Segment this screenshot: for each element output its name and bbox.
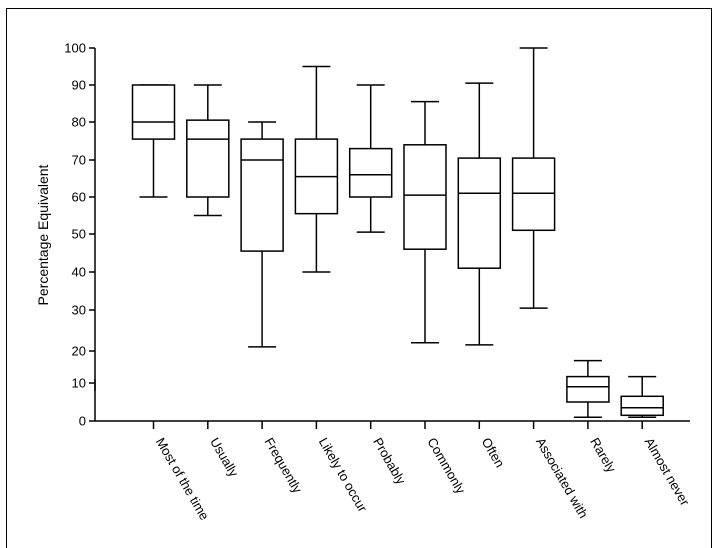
iqr-box xyxy=(186,119,230,198)
iqr-box xyxy=(457,157,502,269)
x-category-label: Often xyxy=(479,435,508,470)
box-7 xyxy=(457,82,502,346)
iqr-box xyxy=(566,375,610,403)
iqr-box xyxy=(403,144,447,250)
y-tick-label: 50 xyxy=(72,227,86,242)
y-tick-label: 60 xyxy=(72,190,86,205)
box-8 xyxy=(511,47,556,309)
iqr-box xyxy=(348,147,393,198)
box-1 xyxy=(131,84,176,198)
y-tick-label: 80 xyxy=(72,115,86,130)
box-series xyxy=(131,47,664,418)
x-category-label: Commonly xyxy=(424,435,468,497)
y-axis: 0 10 20 30 40 50 60 70 80 90 100 xyxy=(64,41,96,429)
iqr-box xyxy=(511,157,556,232)
y-tick-label: 40 xyxy=(72,265,86,280)
iqr-box xyxy=(240,138,284,252)
box-10 xyxy=(620,375,664,418)
y-tick-label: 20 xyxy=(72,344,86,359)
box-4 xyxy=(294,65,339,273)
y-tick-label: 10 xyxy=(72,376,86,391)
y-tick-label: 0 xyxy=(79,414,86,429)
x-category-label: Probably xyxy=(370,435,409,487)
box-5 xyxy=(348,84,393,233)
iqr-box xyxy=(131,84,176,140)
x-category-label: Almost never xyxy=(642,435,693,509)
x-category-label: Most of the time xyxy=(153,435,212,523)
iqr-box xyxy=(620,395,664,417)
y-axis-title: Percentage Equivalent xyxy=(35,164,51,305)
y-tick-label: 90 xyxy=(72,78,86,93)
box-9 xyxy=(566,359,610,418)
chart-frame xyxy=(6,8,712,548)
y-tick-label: 30 xyxy=(72,303,86,318)
x-category-label: Usually xyxy=(207,435,242,480)
y-tick-label: 100 xyxy=(64,41,86,56)
x-category-label: Likely to occur xyxy=(316,435,371,515)
x-category-label: Frequently xyxy=(262,435,306,496)
box-3 xyxy=(240,121,284,348)
x-category-label: Associated with xyxy=(533,435,591,521)
box-2 xyxy=(186,84,230,217)
y-tick-label: 70 xyxy=(72,153,86,168)
x-category-label: Rarely xyxy=(587,435,619,475)
box-6 xyxy=(403,100,447,344)
